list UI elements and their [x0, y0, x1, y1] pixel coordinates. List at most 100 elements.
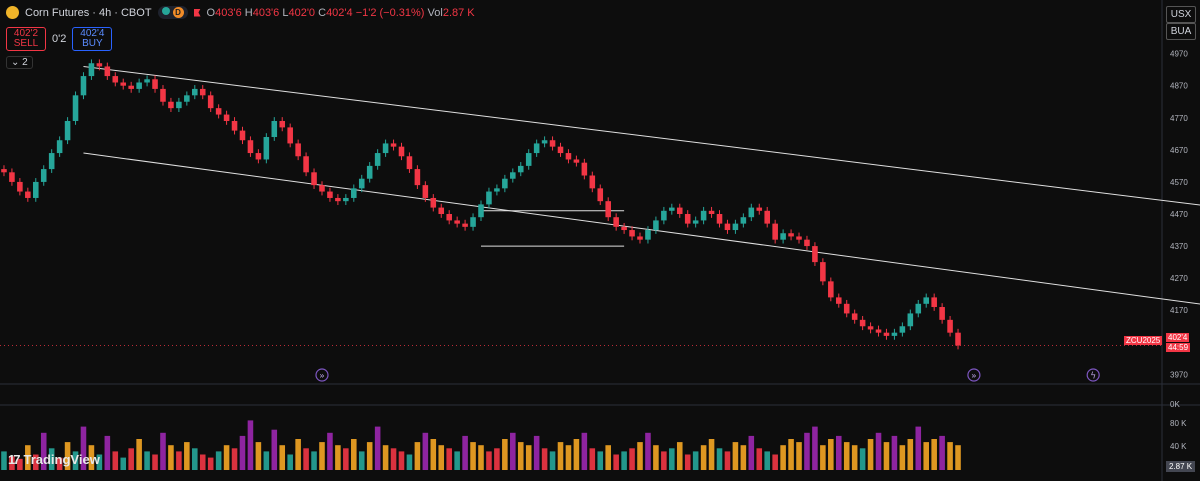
volume-bar	[700, 445, 707, 470]
volume-bar	[271, 429, 278, 470]
high-value: 403'6	[252, 6, 280, 19]
volume-bar	[740, 445, 747, 470]
volume-bar	[533, 435, 540, 470]
trade-panel: 402'2 SELL 0'2 402'4 BUY	[6, 27, 113, 51]
volume-bar	[199, 454, 206, 470]
volume-bar	[653, 445, 659, 470]
candle-body	[295, 143, 301, 157]
volume-bar	[295, 439, 301, 470]
volume-bar	[764, 451, 770, 470]
volume-bar	[160, 432, 166, 470]
volume-bar	[883, 442, 890, 470]
volume-bar	[549, 451, 556, 470]
tradingview-logo[interactable]: 17 TradingView	[8, 452, 100, 467]
volume-bar	[486, 451, 492, 470]
candle-body	[271, 120, 278, 138]
candle-body	[748, 207, 755, 218]
volume-bar	[732, 442, 739, 470]
candle-body	[605, 201, 611, 218]
volume-bar	[72, 451, 79, 470]
symbol-title[interactable]: Corn Futures · 4h · CBOT	[25, 6, 152, 19]
volume-bar	[875, 432, 882, 470]
volume-bar	[835, 435, 842, 470]
volume-bar	[796, 442, 802, 470]
volume-tick-label: 40 K	[1170, 442, 1187, 451]
volume-bar	[430, 439, 437, 470]
candle-body	[247, 140, 254, 154]
volume-bar	[152, 454, 158, 470]
candle-body	[796, 236, 802, 240]
sell-button[interactable]: 402'2 SELL	[6, 27, 46, 51]
volume-bar	[891, 435, 898, 470]
candle-body	[17, 181, 23, 192]
event-marker-icon	[967, 368, 981, 382]
volume-bar	[215, 451, 222, 470]
channel-lower-line	[83, 152, 1200, 305]
candle-body	[351, 188, 357, 198]
low-value: 402'0	[288, 6, 316, 19]
volume-bar	[629, 448, 635, 470]
candle-body	[557, 146, 564, 154]
candle-body	[764, 210, 770, 224]
candle-body	[637, 236, 643, 240]
candle-body	[517, 165, 524, 173]
candle-body	[374, 153, 381, 166]
candle-body	[891, 332, 898, 336]
candle-body	[812, 246, 818, 263]
volume-bar	[1, 451, 7, 470]
candle-body	[549, 140, 556, 147]
candle-body	[565, 153, 572, 160]
scale-button[interactable]: BUA	[1166, 23, 1196, 40]
volume-bar	[351, 439, 357, 470]
volume-bar	[843, 442, 850, 470]
volume-bar	[923, 442, 930, 470]
candle-body	[184, 95, 190, 102]
candle-body	[804, 239, 810, 247]
price-tick-label: 4470	[1170, 210, 1188, 219]
volume-bar	[25, 445, 31, 470]
candle-body	[128, 85, 134, 89]
event-marker-icon	[315, 368, 329, 382]
candle-body	[541, 140, 548, 144]
volume-bar	[939, 435, 945, 470]
candle-body	[25, 191, 31, 198]
currency-button[interactable]: USX	[1166, 6, 1196, 23]
candle-body	[176, 101, 182, 109]
indicators-toggle[interactable]: ⌄ 2	[6, 56, 33, 69]
volume-bar	[915, 426, 922, 470]
live-status-icon	[161, 7, 170, 15]
candle-body	[327, 191, 333, 198]
candle-body	[263, 137, 270, 160]
bar-countdown: 44:59	[1166, 343, 1191, 352]
volume-bar	[589, 448, 596, 470]
volume-tick-label: 0K	[1170, 400, 1180, 409]
candle-body	[80, 76, 87, 96]
candle-body	[303, 156, 309, 173]
candle-body	[223, 114, 230, 121]
candle-body	[843, 303, 850, 314]
candle-body	[414, 169, 421, 186]
volume-bar	[573, 439, 580, 470]
candle-body	[931, 297, 937, 308]
candle-body	[422, 185, 429, 198]
volume-bar	[335, 445, 341, 470]
candle-body	[899, 326, 906, 333]
candle-body	[279, 120, 286, 128]
candle-body	[430, 197, 437, 208]
volume-bar	[223, 445, 230, 470]
buy-button[interactable]: 402'4 BUY	[72, 27, 113, 51]
data-status-pill[interactable]: D	[157, 6, 188, 19]
price-tick-label: 3970	[1170, 370, 1188, 379]
volume-bar	[661, 451, 667, 470]
candle-body	[311, 172, 317, 186]
volume-bar	[788, 439, 794, 470]
volume-bar	[804, 432, 810, 470]
volume-bar	[525, 445, 532, 470]
corn-symbol-icon	[6, 6, 19, 19]
candle-body	[867, 326, 874, 330]
buy-price: 402'4	[80, 28, 105, 39]
symbol-price-tag: ZCU2025	[1124, 336, 1163, 345]
volume-bar	[565, 445, 572, 470]
flag-icon[interactable]	[193, 8, 201, 17]
